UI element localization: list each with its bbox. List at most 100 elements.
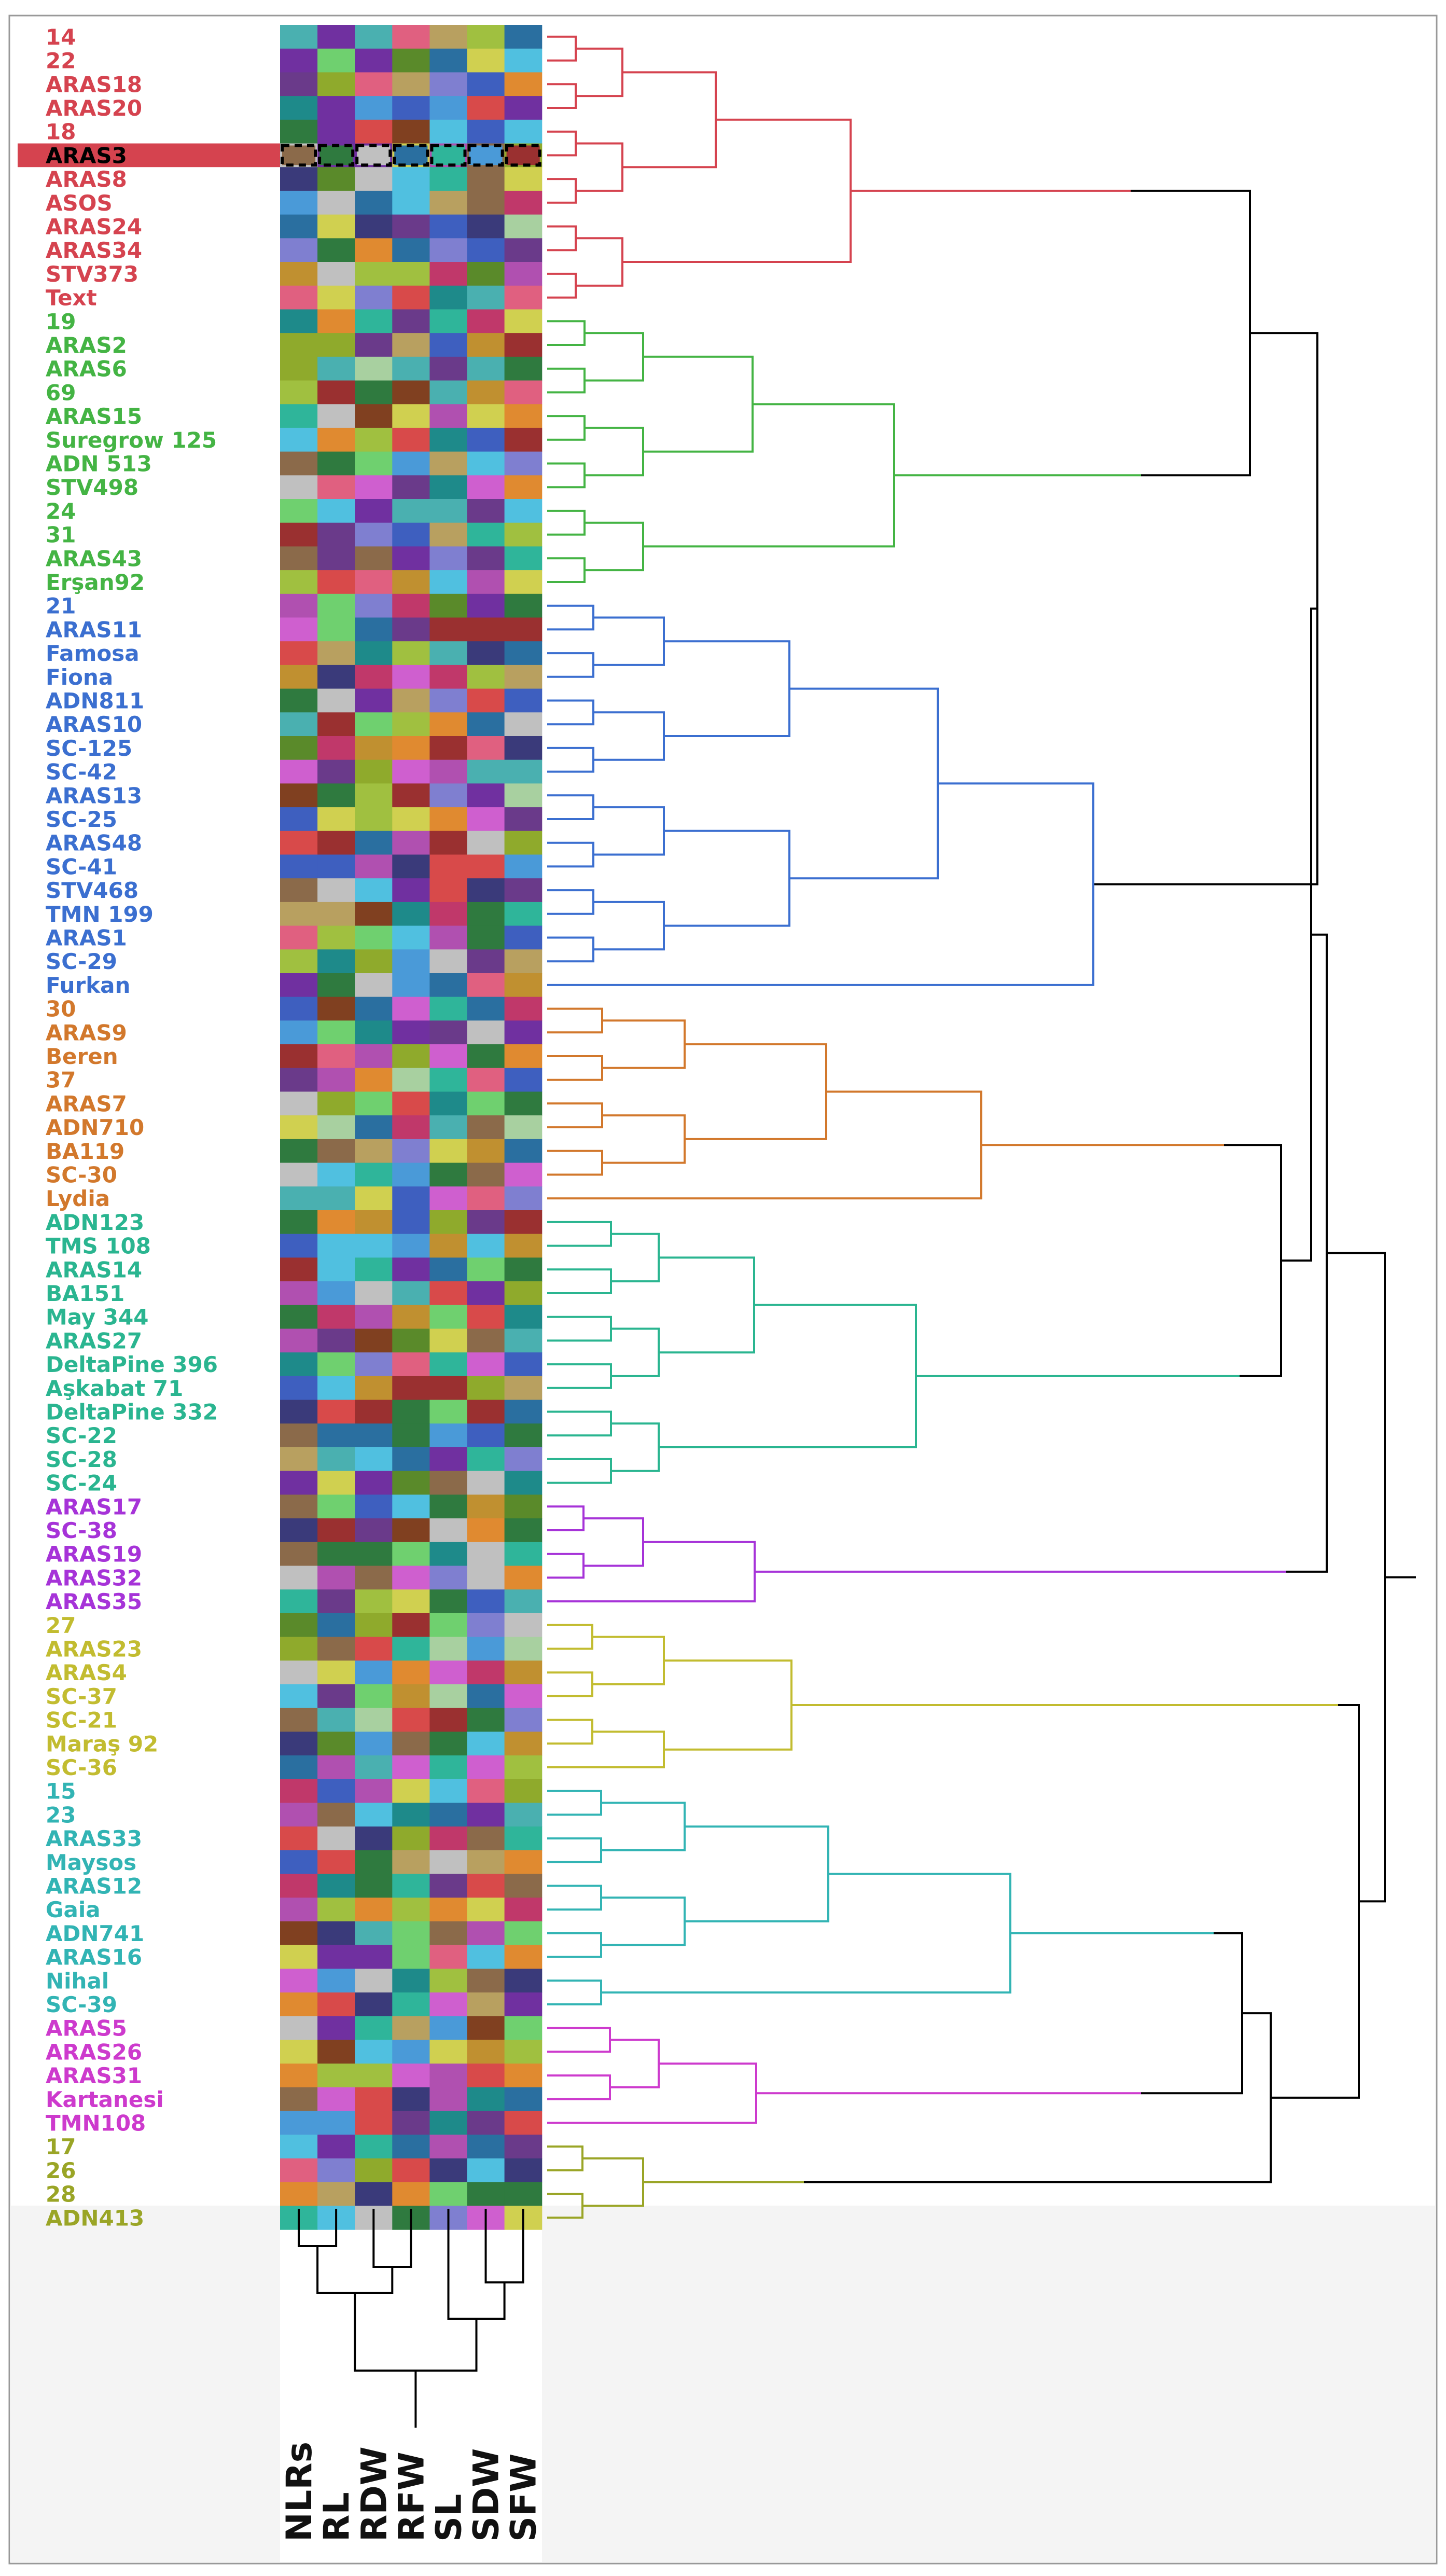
heatmap-cell [392,1613,430,1638]
row-dendrogram-link [547,1315,612,1342]
heatmap-cell [355,190,393,215]
heatmap-cell [392,356,430,381]
heatmap-cell [504,2016,543,2041]
heatmap-cell [355,1257,393,1282]
heatmap-cell [355,167,393,191]
heatmap-cell [392,1850,430,1875]
heatmap-cell [504,1613,543,1638]
row-dendrogram-link [593,806,665,856]
heatmap-cell [280,1874,318,1898]
heatmap-cell [429,1779,468,1804]
heatmap-cell [355,664,393,689]
heatmap-cell [317,1139,355,1164]
heatmap-cell [355,2087,393,2112]
genotype-label-may-344: May 344 [46,1305,149,1330]
heatmap-cell [280,1020,318,1045]
row-dendrogram-link [547,604,594,631]
genotype-label-sc-41: SC-41 [46,854,117,879]
heatmap-cell [355,72,393,96]
heatmap-cell [317,2040,355,2064]
genotype-label-23: 23 [46,1802,76,1827]
heatmap-cell [317,2135,355,2159]
genotype-label-17: 17 [46,2134,76,2159]
heatmap-cell [429,925,468,950]
row-dendrogram-link [659,1256,755,1354]
heatmap-cell [392,380,430,405]
heatmap-cell [429,1162,468,1187]
heatmap-cell [317,380,355,405]
heatmap-cell [280,1494,318,1519]
heatmap-cell [429,712,468,737]
row-dendrogram-link [643,403,895,548]
heatmap-cell [355,1921,393,1946]
genotype-label-suregrow-125: Suregrow 125 [46,427,217,453]
heatmap-cell [280,712,318,737]
heatmap-cell [429,522,468,547]
heatmap-cell [280,1992,318,2017]
heatmap-cell [392,1660,430,1685]
heatmap-cell [504,1352,543,1377]
heatmap-cell [504,570,543,594]
heatmap-cell [429,25,468,49]
heatmap-cell [317,1518,355,1543]
heatmap-cell [429,333,468,357]
heatmap-cell [392,546,430,571]
heatmap-cell [467,1542,505,1567]
trait-label-rfw: RFW [391,2452,432,2542]
heatmap-cell [429,854,468,879]
heatmap-cell [317,1732,355,1756]
heatmap-cell [280,617,318,642]
highlight-cell-outline [281,144,317,167]
heatmap-cell [429,1660,468,1685]
heatmap-cell [317,285,355,310]
heatmap-cell [429,285,468,310]
heatmap-cell [392,214,430,239]
heatmap-cell [355,238,393,262]
genotype-label-tms-108: TMS 108 [46,1234,151,1259]
row-dendrogram-link [547,367,586,394]
heatmap-cell [392,925,430,950]
heatmap-cell [429,1376,468,1401]
heatmap-cell [429,451,468,476]
row-dendrogram-link [547,841,594,868]
heatmap-cell [392,2040,430,2064]
heatmap-cell [280,1471,318,1495]
heatmap-cell [392,119,430,144]
heatmap-cell [355,878,393,903]
heatmap-cell [467,1328,505,1353]
genotype-label-sc-21: SC-21 [46,1708,117,1733]
heatmap-cell [280,878,318,903]
heatmap-cell [317,1044,355,1069]
heatmap-cell [317,830,355,855]
heatmap-cell [504,333,543,357]
genotype-label-19: 19 [46,309,76,334]
genotype-label-aras23: ARAS23 [46,1637,142,1662]
genotype-label-tmn108: TMN108 [46,2111,146,2136]
heatmap-cell [429,119,468,144]
heatmap-cell [392,1518,430,1543]
heatmap-cell [467,1423,505,1448]
heatmap-cell [280,688,318,713]
heatmap-cell [317,238,355,262]
heatmap-cell [317,119,355,144]
heatmap-cell [392,238,430,262]
heatmap-cell [392,736,430,760]
heatmap-cell [467,1755,505,1780]
heatmap-cell [280,1613,318,1638]
heatmap-cell [467,1305,505,1329]
heatmap-cell [317,1542,355,1567]
heatmap-cell [467,1210,505,1235]
heatmap-cell [317,641,355,666]
heatmap-cell [467,2063,505,2088]
heatmap-cell [280,973,318,998]
genotype-label-adn123: ADN123 [46,1210,144,1235]
heatmap-cell [280,1589,318,1614]
row-dendrogram-link [1286,933,1328,1573]
heatmap-cell [392,759,430,784]
heatmap-cell [280,262,318,286]
heatmap-cell [317,1803,355,1827]
heatmap-cell [355,1328,393,1353]
genotype-label-sc-39: SC-39 [46,1992,117,2017]
highlight-band [18,143,280,168]
genotype-label-asos: ASOS [46,190,113,216]
